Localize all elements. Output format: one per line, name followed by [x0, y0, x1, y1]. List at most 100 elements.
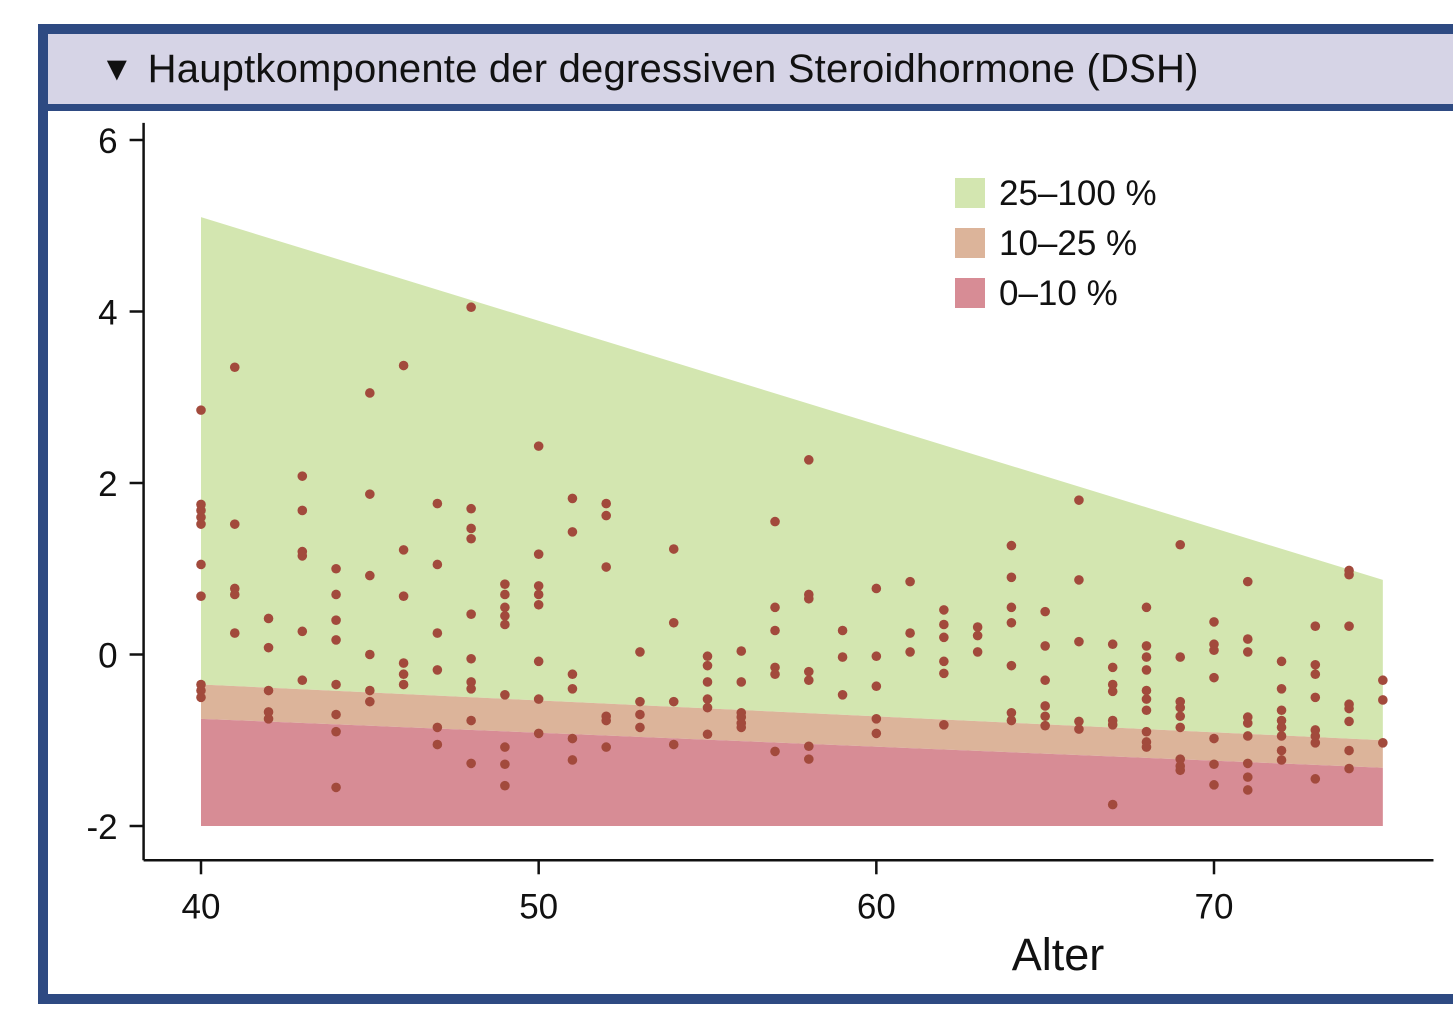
data-point — [804, 455, 814, 465]
data-point — [1074, 716, 1084, 727]
data-point — [1040, 711, 1050, 722]
data-point — [871, 714, 882, 724]
x-tick-label: 70 — [1195, 887, 1234, 926]
data-point — [804, 593, 814, 604]
data-point — [196, 505, 206, 516]
x-tick-label: 40 — [182, 887, 221, 926]
data-point — [500, 759, 510, 770]
data-point — [196, 685, 206, 696]
data-point — [196, 519, 206, 529]
legend-swatch — [955, 278, 985, 308]
data-point — [1040, 720, 1050, 731]
data-point — [1242, 785, 1253, 795]
data-point — [533, 589, 544, 600]
data-point — [1175, 711, 1186, 722]
data-point — [702, 660, 713, 671]
data-point — [770, 669, 780, 680]
data-point — [702, 702, 713, 713]
data-point — [533, 656, 544, 667]
data-point — [1242, 634, 1253, 644]
data-point — [196, 591, 206, 601]
data-point — [1344, 703, 1354, 714]
data-point — [1074, 636, 1084, 647]
data-point — [432, 722, 443, 733]
data-point — [1141, 705, 1152, 716]
data-point — [196, 405, 206, 415]
legend-swatch — [955, 178, 985, 208]
data-point — [905, 576, 915, 587]
data-point — [331, 635, 341, 645]
data-point — [567, 527, 578, 537]
data-point — [432, 665, 443, 675]
data-point — [1040, 701, 1050, 711]
data-point — [533, 728, 544, 739]
data-point — [601, 742, 611, 752]
data-point — [567, 684, 578, 694]
data-point — [939, 632, 949, 643]
data-point — [770, 516, 780, 527]
data-point — [601, 498, 611, 509]
data-point — [500, 619, 510, 630]
x-tick-label: 60 — [857, 887, 896, 926]
legend-label: 0–10 % — [999, 274, 1118, 313]
data-point — [1040, 641, 1050, 651]
y-tick-label: 2 — [98, 465, 117, 504]
data-point — [635, 722, 645, 733]
data-point — [1141, 652, 1152, 662]
data-point — [668, 617, 679, 628]
data-point — [1107, 662, 1118, 673]
data-point — [1006, 602, 1017, 613]
data-point — [1141, 665, 1152, 675]
band-2 — [201, 684, 1383, 768]
data-point — [331, 726, 341, 737]
data-point — [1378, 675, 1388, 686]
data-point — [500, 589, 510, 600]
data-point — [331, 563, 341, 574]
data-point — [1209, 645, 1219, 656]
data-point — [736, 722, 747, 733]
data-point — [1378, 738, 1388, 748]
data-point — [331, 709, 341, 720]
data-point — [1276, 705, 1287, 716]
data-point — [702, 651, 713, 662]
data-point — [398, 591, 409, 601]
data-point — [500, 611, 510, 621]
data-point — [196, 559, 206, 570]
data-point — [1242, 576, 1253, 587]
data-point — [533, 549, 544, 559]
data-point — [1040, 675, 1050, 686]
data-point — [229, 628, 240, 638]
legend-swatch — [955, 228, 985, 258]
data-point — [365, 388, 375, 398]
data-point — [1107, 799, 1118, 810]
data-point — [500, 602, 510, 613]
data-point — [365, 649, 375, 660]
data-point — [1344, 763, 1354, 774]
data-point — [466, 758, 476, 769]
data-point — [1141, 742, 1152, 752]
data-point — [263, 613, 274, 624]
data-point — [1276, 755, 1287, 765]
data-point — [466, 715, 476, 726]
data-point — [1107, 679, 1118, 690]
data-point — [466, 684, 476, 694]
data-point — [1344, 621, 1354, 632]
data-point — [668, 544, 679, 554]
data-point — [297, 505, 308, 516]
data-point — [668, 739, 679, 750]
data-point — [1175, 765, 1186, 776]
data-point — [331, 679, 341, 690]
data-point — [1310, 659, 1321, 670]
data-point — [466, 653, 476, 664]
data-point — [702, 677, 713, 687]
data-point — [365, 489, 375, 499]
data-point — [567, 755, 578, 765]
data-point — [263, 642, 274, 653]
triangle-down-icon[interactable]: ▼ — [100, 49, 134, 88]
data-point — [1344, 569, 1354, 580]
data-point — [398, 360, 409, 371]
y-tick-label: -2 — [86, 808, 117, 847]
data-point — [1242, 731, 1253, 741]
data-point — [466, 677, 476, 687]
data-point — [297, 471, 308, 481]
